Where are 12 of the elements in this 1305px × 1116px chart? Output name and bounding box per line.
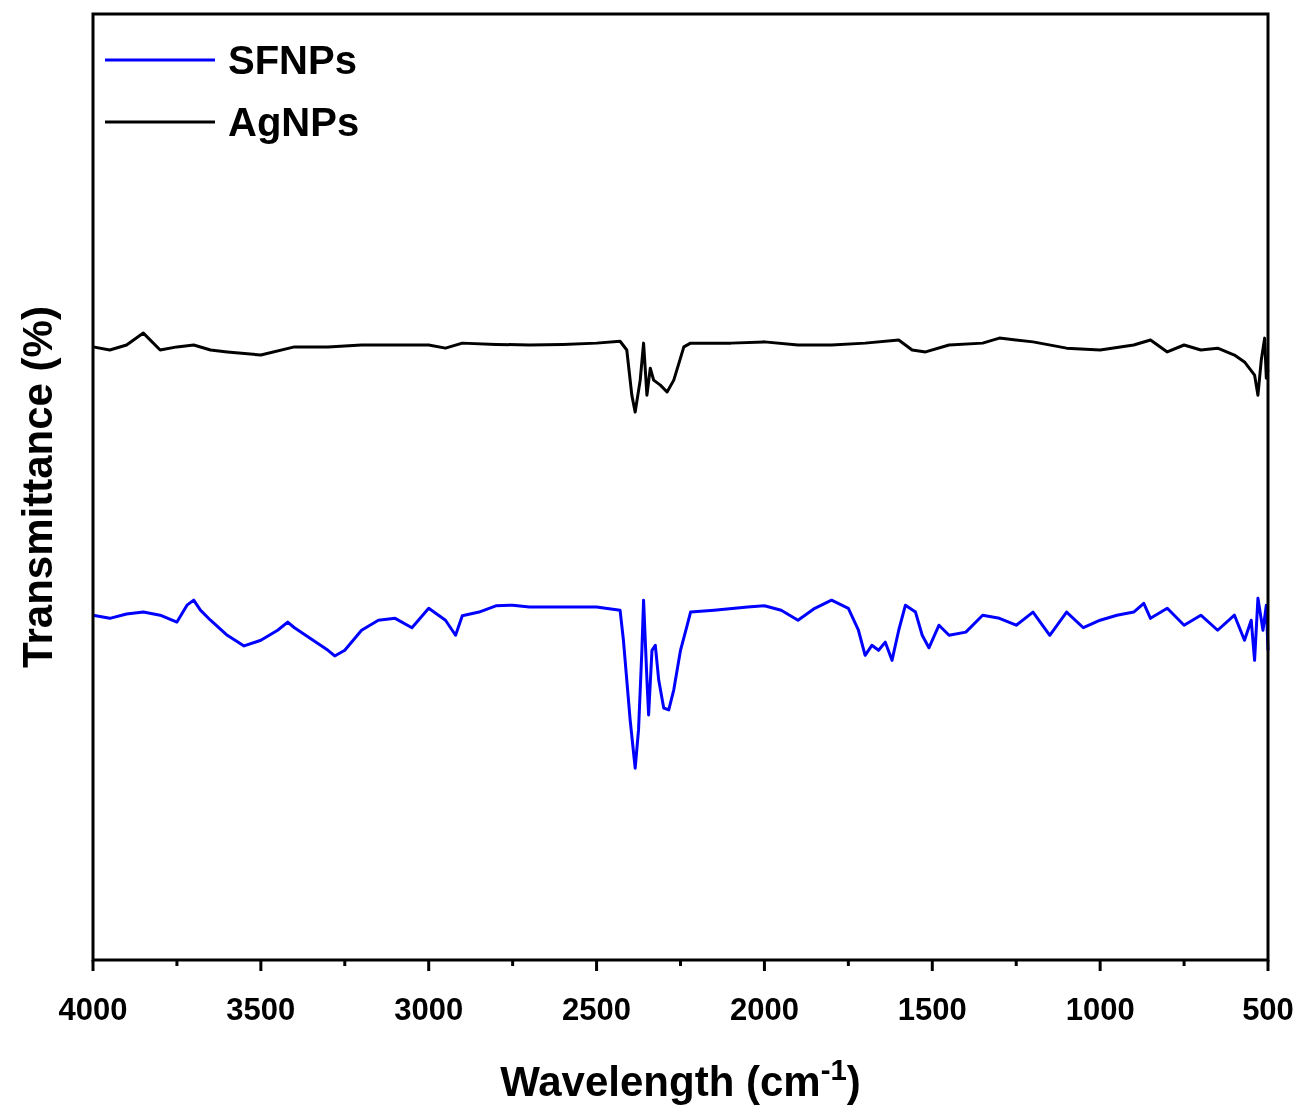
- x-axis-title: Wavelength (cm$^{-1}$): [500, 1052, 861, 1105]
- y-axis-title: Transmittance (%): [14, 306, 61, 668]
- legend-label: AgNPs: [228, 100, 360, 144]
- x-tick-label: 3500: [226, 992, 296, 1027]
- x-tick-label: 1500: [897, 992, 967, 1027]
- x-tick-label: 2500: [562, 992, 632, 1027]
- legend-label: SFNPs: [228, 38, 357, 82]
- x-tick-label: 500: [1242, 992, 1294, 1027]
- x-tick-label: 4000: [58, 992, 128, 1027]
- x-tick-label: 1000: [1065, 992, 1135, 1027]
- x-tick-label: 2000: [729, 992, 799, 1027]
- x-tick-label: 3000: [394, 992, 464, 1027]
